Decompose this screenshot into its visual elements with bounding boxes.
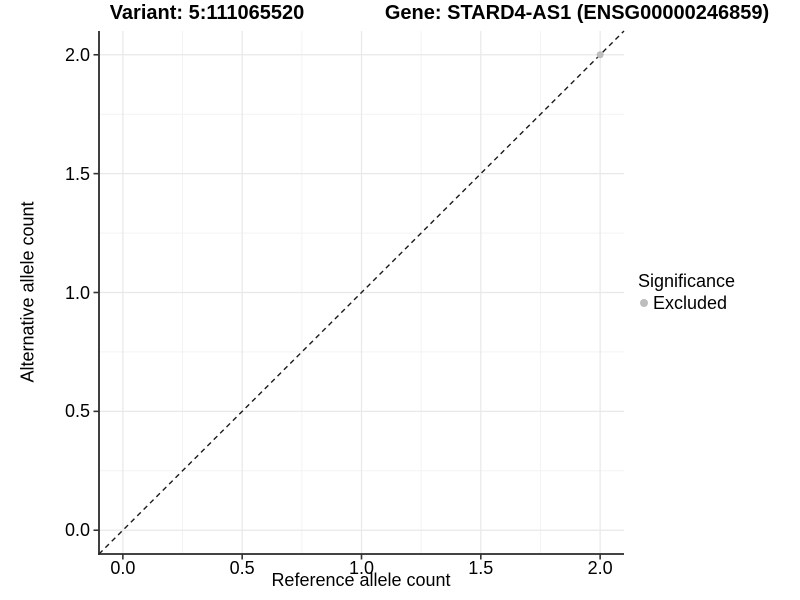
- x-tick-label: 1.0: [348, 558, 375, 578]
- y-tick-label: 1.0: [64, 282, 90, 303]
- gene-title: Gene: STARD4-AS1 (ENSG00000246859): [384, 2, 770, 24]
- data-point: [596, 51, 604, 59]
- y-tick-label: 0.5: [64, 401, 90, 422]
- y-tick-label: 0.0: [64, 520, 90, 541]
- legend: Significance Excluded: [636, 271, 735, 313]
- legend-key-dot-icon: [640, 299, 648, 307]
- x-axis-label: Reference allele count: [271, 570, 451, 590]
- y-tick-label: 2.0: [64, 44, 90, 65]
- y-tick-label: 1.5: [64, 163, 90, 184]
- identity-line: [98, 30, 625, 555]
- variant-title: Variant: 5:111065520: [109, 2, 305, 24]
- legend-entries: Excluded: [636, 293, 735, 313]
- x-tick-label: 0.0: [110, 558, 136, 578]
- legend-title: Significance: [638, 271, 736, 291]
- legend-entry-excluded: Excluded: [636, 293, 735, 313]
- x-tick-label: 1.5: [468, 558, 494, 578]
- x-tick-label: 0.5: [229, 558, 255, 578]
- x-tick-label: 2.0: [587, 558, 613, 578]
- legend-entry-label: Excluded: [653, 293, 728, 313]
